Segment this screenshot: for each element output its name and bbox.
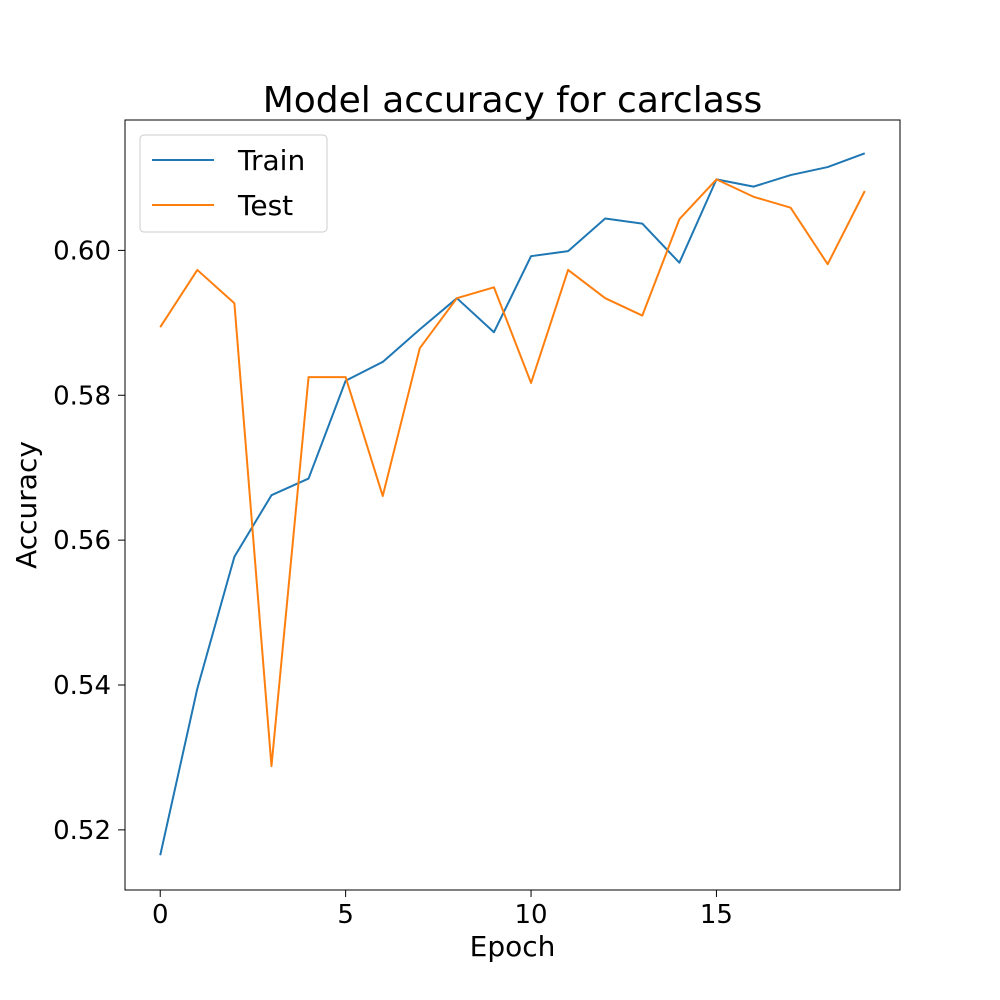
y-tick-label: 0.54 [53,671,111,701]
y-tick-label: 0.56 [53,526,111,556]
y-axis-label: Accuracy [10,441,43,569]
series-line-test [159,178,866,768]
y-tick-label: 0.52 [53,816,111,846]
series-line-train [159,152,866,856]
x-tick-label: 5 [337,900,354,930]
x-tick-label: 15 [700,900,733,930]
y-tick-label: 0.60 [53,236,111,266]
legend-label-train: Train [237,144,305,177]
chart-title: Model accuracy for carclass [263,80,763,121]
axes-frame [124,119,901,891]
y-tick-label: 0.58 [53,381,111,411]
plot-area: 0 5 10 15 0.52 0.54 0.56 0.58 0.60 [53,119,901,930]
legend: Train Test [139,134,328,233]
x-tick-label: 0 [152,900,169,930]
x-axis-label: Epoch [470,930,556,963]
x-tick-label: 10 [514,900,547,930]
legend-label-test: Test [237,189,293,222]
